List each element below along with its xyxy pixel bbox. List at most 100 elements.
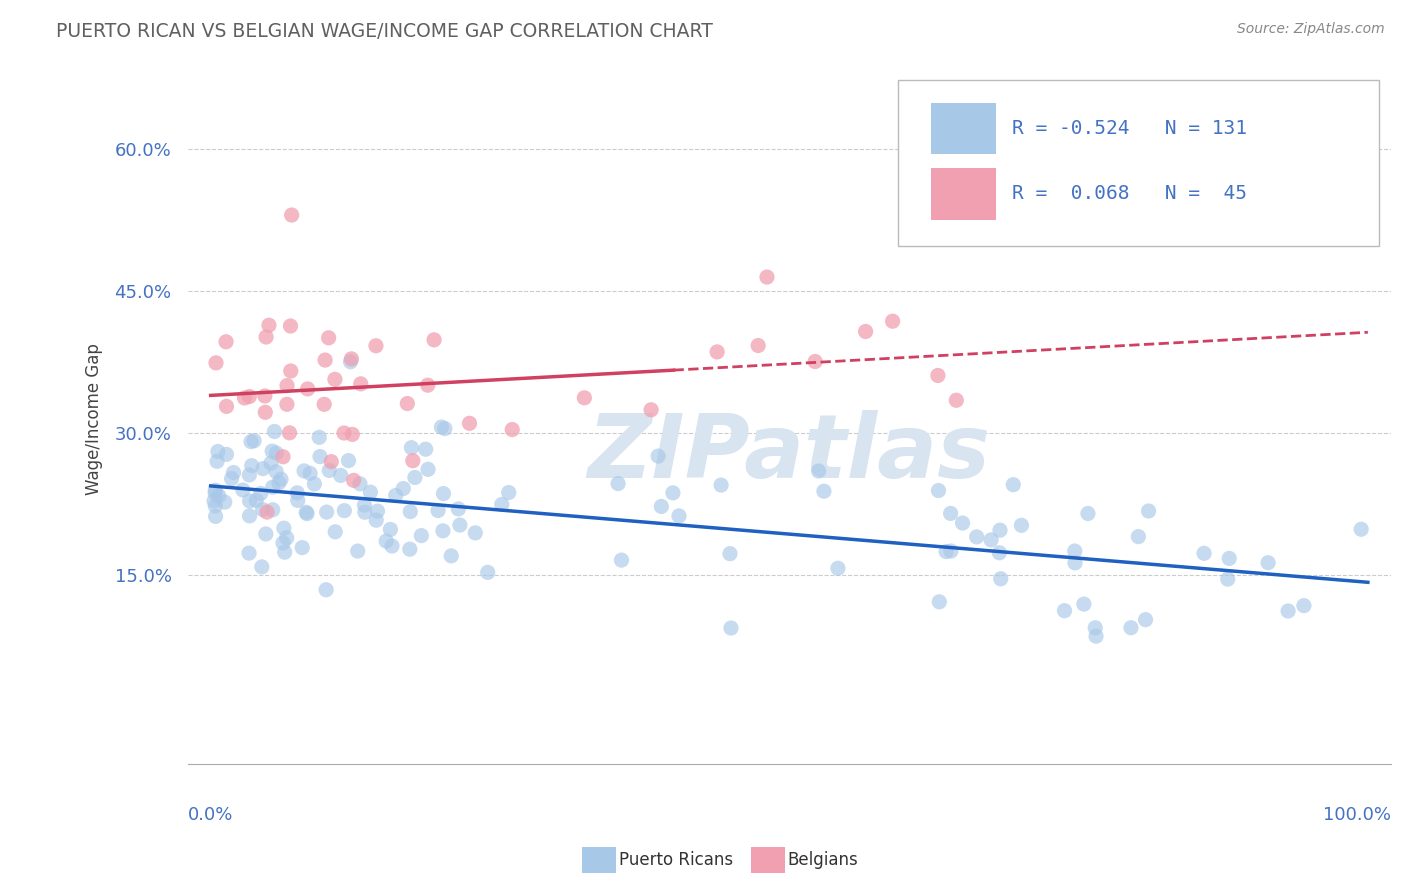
Point	[966, 530, 988, 544]
Point	[254, 405, 277, 419]
Y-axis label: Wage/Income Gap: Wage/Income Gap	[86, 343, 103, 494]
Text: 100.0%: 100.0%	[1323, 805, 1391, 823]
Point	[205, 356, 228, 370]
Point	[1002, 477, 1025, 491]
Point	[498, 485, 520, 500]
Point	[264, 465, 287, 479]
Point	[254, 527, 277, 541]
Point	[207, 444, 229, 458]
Point	[239, 494, 262, 508]
Point	[267, 475, 290, 490]
Point	[1128, 530, 1150, 544]
Point	[402, 453, 425, 467]
Point	[392, 482, 415, 496]
Point	[855, 325, 877, 339]
Point	[433, 421, 456, 435]
Point	[342, 427, 364, 442]
Point	[1085, 629, 1108, 643]
Point	[359, 485, 381, 500]
Point	[718, 547, 741, 561]
Point	[432, 486, 454, 500]
Point	[252, 461, 274, 475]
Point	[804, 354, 827, 368]
Point	[314, 397, 336, 411]
Point	[882, 314, 904, 328]
Point	[256, 505, 278, 519]
Point	[280, 318, 302, 333]
Point	[939, 507, 962, 521]
Point	[458, 417, 481, 431]
Point	[323, 524, 346, 539]
Point	[747, 338, 769, 352]
Point	[315, 505, 337, 519]
Point	[1192, 546, 1215, 560]
Point	[346, 544, 368, 558]
Point	[333, 425, 356, 440]
Point	[318, 463, 340, 477]
Point	[416, 378, 439, 392]
Point	[447, 502, 470, 516]
Text: Puerto Ricans: Puerto Ricans	[619, 851, 733, 869]
Point	[280, 208, 302, 222]
Point	[427, 503, 450, 517]
Point	[276, 378, 298, 392]
Point	[295, 507, 318, 521]
Point	[222, 466, 245, 480]
Point	[980, 533, 1002, 547]
Text: PUERTO RICAN VS BELGIAN WAGE/INCOME GAP CORRELATION CHART: PUERTO RICAN VS BELGIAN WAGE/INCOME GAP …	[56, 22, 713, 41]
Point	[384, 489, 406, 503]
Point	[260, 456, 283, 470]
Point	[501, 423, 523, 437]
Point	[273, 521, 295, 535]
Point	[477, 566, 499, 580]
Point	[280, 364, 302, 378]
Point	[1064, 556, 1087, 570]
Point	[416, 462, 439, 476]
Point	[1277, 604, 1299, 618]
Point	[1257, 556, 1279, 570]
Point	[399, 505, 422, 519]
Point	[353, 505, 375, 519]
Point	[204, 486, 226, 500]
Point	[323, 372, 346, 386]
Point	[204, 509, 226, 524]
Point	[276, 531, 298, 545]
Point	[928, 595, 950, 609]
Point	[366, 504, 388, 518]
Text: Belgians: Belgians	[787, 851, 858, 869]
Point	[297, 382, 319, 396]
Point	[1216, 572, 1239, 586]
Point	[349, 476, 371, 491]
Point	[250, 560, 273, 574]
FancyBboxPatch shape	[931, 103, 997, 153]
Point	[249, 486, 271, 500]
Point	[309, 450, 332, 464]
Point	[271, 450, 294, 464]
Point	[607, 476, 630, 491]
Point	[939, 544, 962, 558]
Point	[610, 553, 633, 567]
Point	[299, 467, 322, 481]
Point	[204, 483, 226, 498]
Point	[706, 345, 728, 359]
Point	[215, 447, 238, 461]
Point	[1119, 621, 1142, 635]
Text: 0.0%: 0.0%	[187, 805, 233, 823]
Point	[415, 442, 437, 457]
Point	[366, 513, 388, 527]
Point	[262, 502, 284, 516]
Point	[720, 621, 742, 635]
Point	[253, 389, 276, 403]
Point	[291, 541, 314, 555]
Point	[353, 498, 375, 512]
Text: R = -0.524   N = 131: R = -0.524 N = 131	[1012, 119, 1247, 137]
Point	[238, 546, 260, 560]
Point	[1137, 504, 1160, 518]
Point	[1053, 604, 1076, 618]
Point	[1350, 522, 1372, 536]
Point	[238, 467, 260, 482]
Point	[329, 468, 352, 483]
Point	[333, 503, 356, 517]
Point	[262, 444, 284, 458]
Point	[401, 441, 423, 455]
